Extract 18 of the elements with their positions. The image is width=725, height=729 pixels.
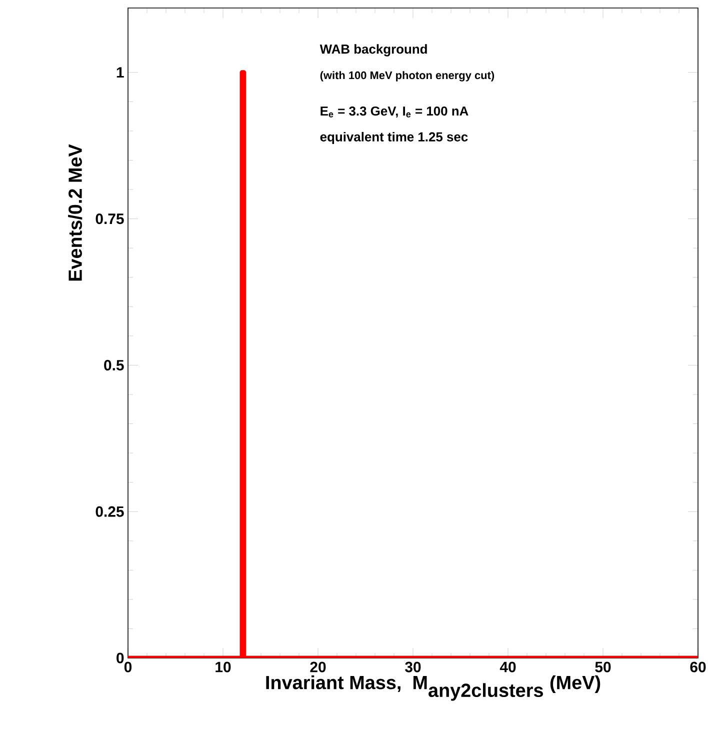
y-tick-label: 0 [116, 652, 124, 664]
y-tick-label: 0.25 [96, 506, 124, 517]
annotation: E$_{e}$ = 3.3 GeV, I$_{e}$ = 100 nA [320, 106, 468, 118]
x-tick-label: 10 [216, 662, 231, 672]
x-tick-label: 40 [500, 662, 516, 672]
y-tick-label: 0.5 [104, 360, 124, 370]
annotation: (with 100 MeV photon energy cut) [320, 71, 494, 82]
y-axis-title: Events/0.2 MeV [68, 144, 82, 281]
x-tick-label: 60 [690, 662, 706, 672]
x-tick-label: 0 [124, 662, 132, 672]
x-axis-title: $\textbf{Invariant Mass,\ \ M}_{\textbf{any2clusters}}\textbf{\ (MeV)}$ [266, 675, 600, 701]
annotation: WAB background [320, 44, 427, 56]
annotation: equivalent time 1.25 sec [320, 132, 468, 144]
y-tick-label: 1 [116, 67, 124, 78]
x-tick-label: 30 [405, 662, 421, 672]
y-tick-label: 0.75 [96, 214, 124, 224]
x-tick-label: 20 [310, 662, 326, 672]
x-tick-label: 50 [595, 662, 611, 672]
